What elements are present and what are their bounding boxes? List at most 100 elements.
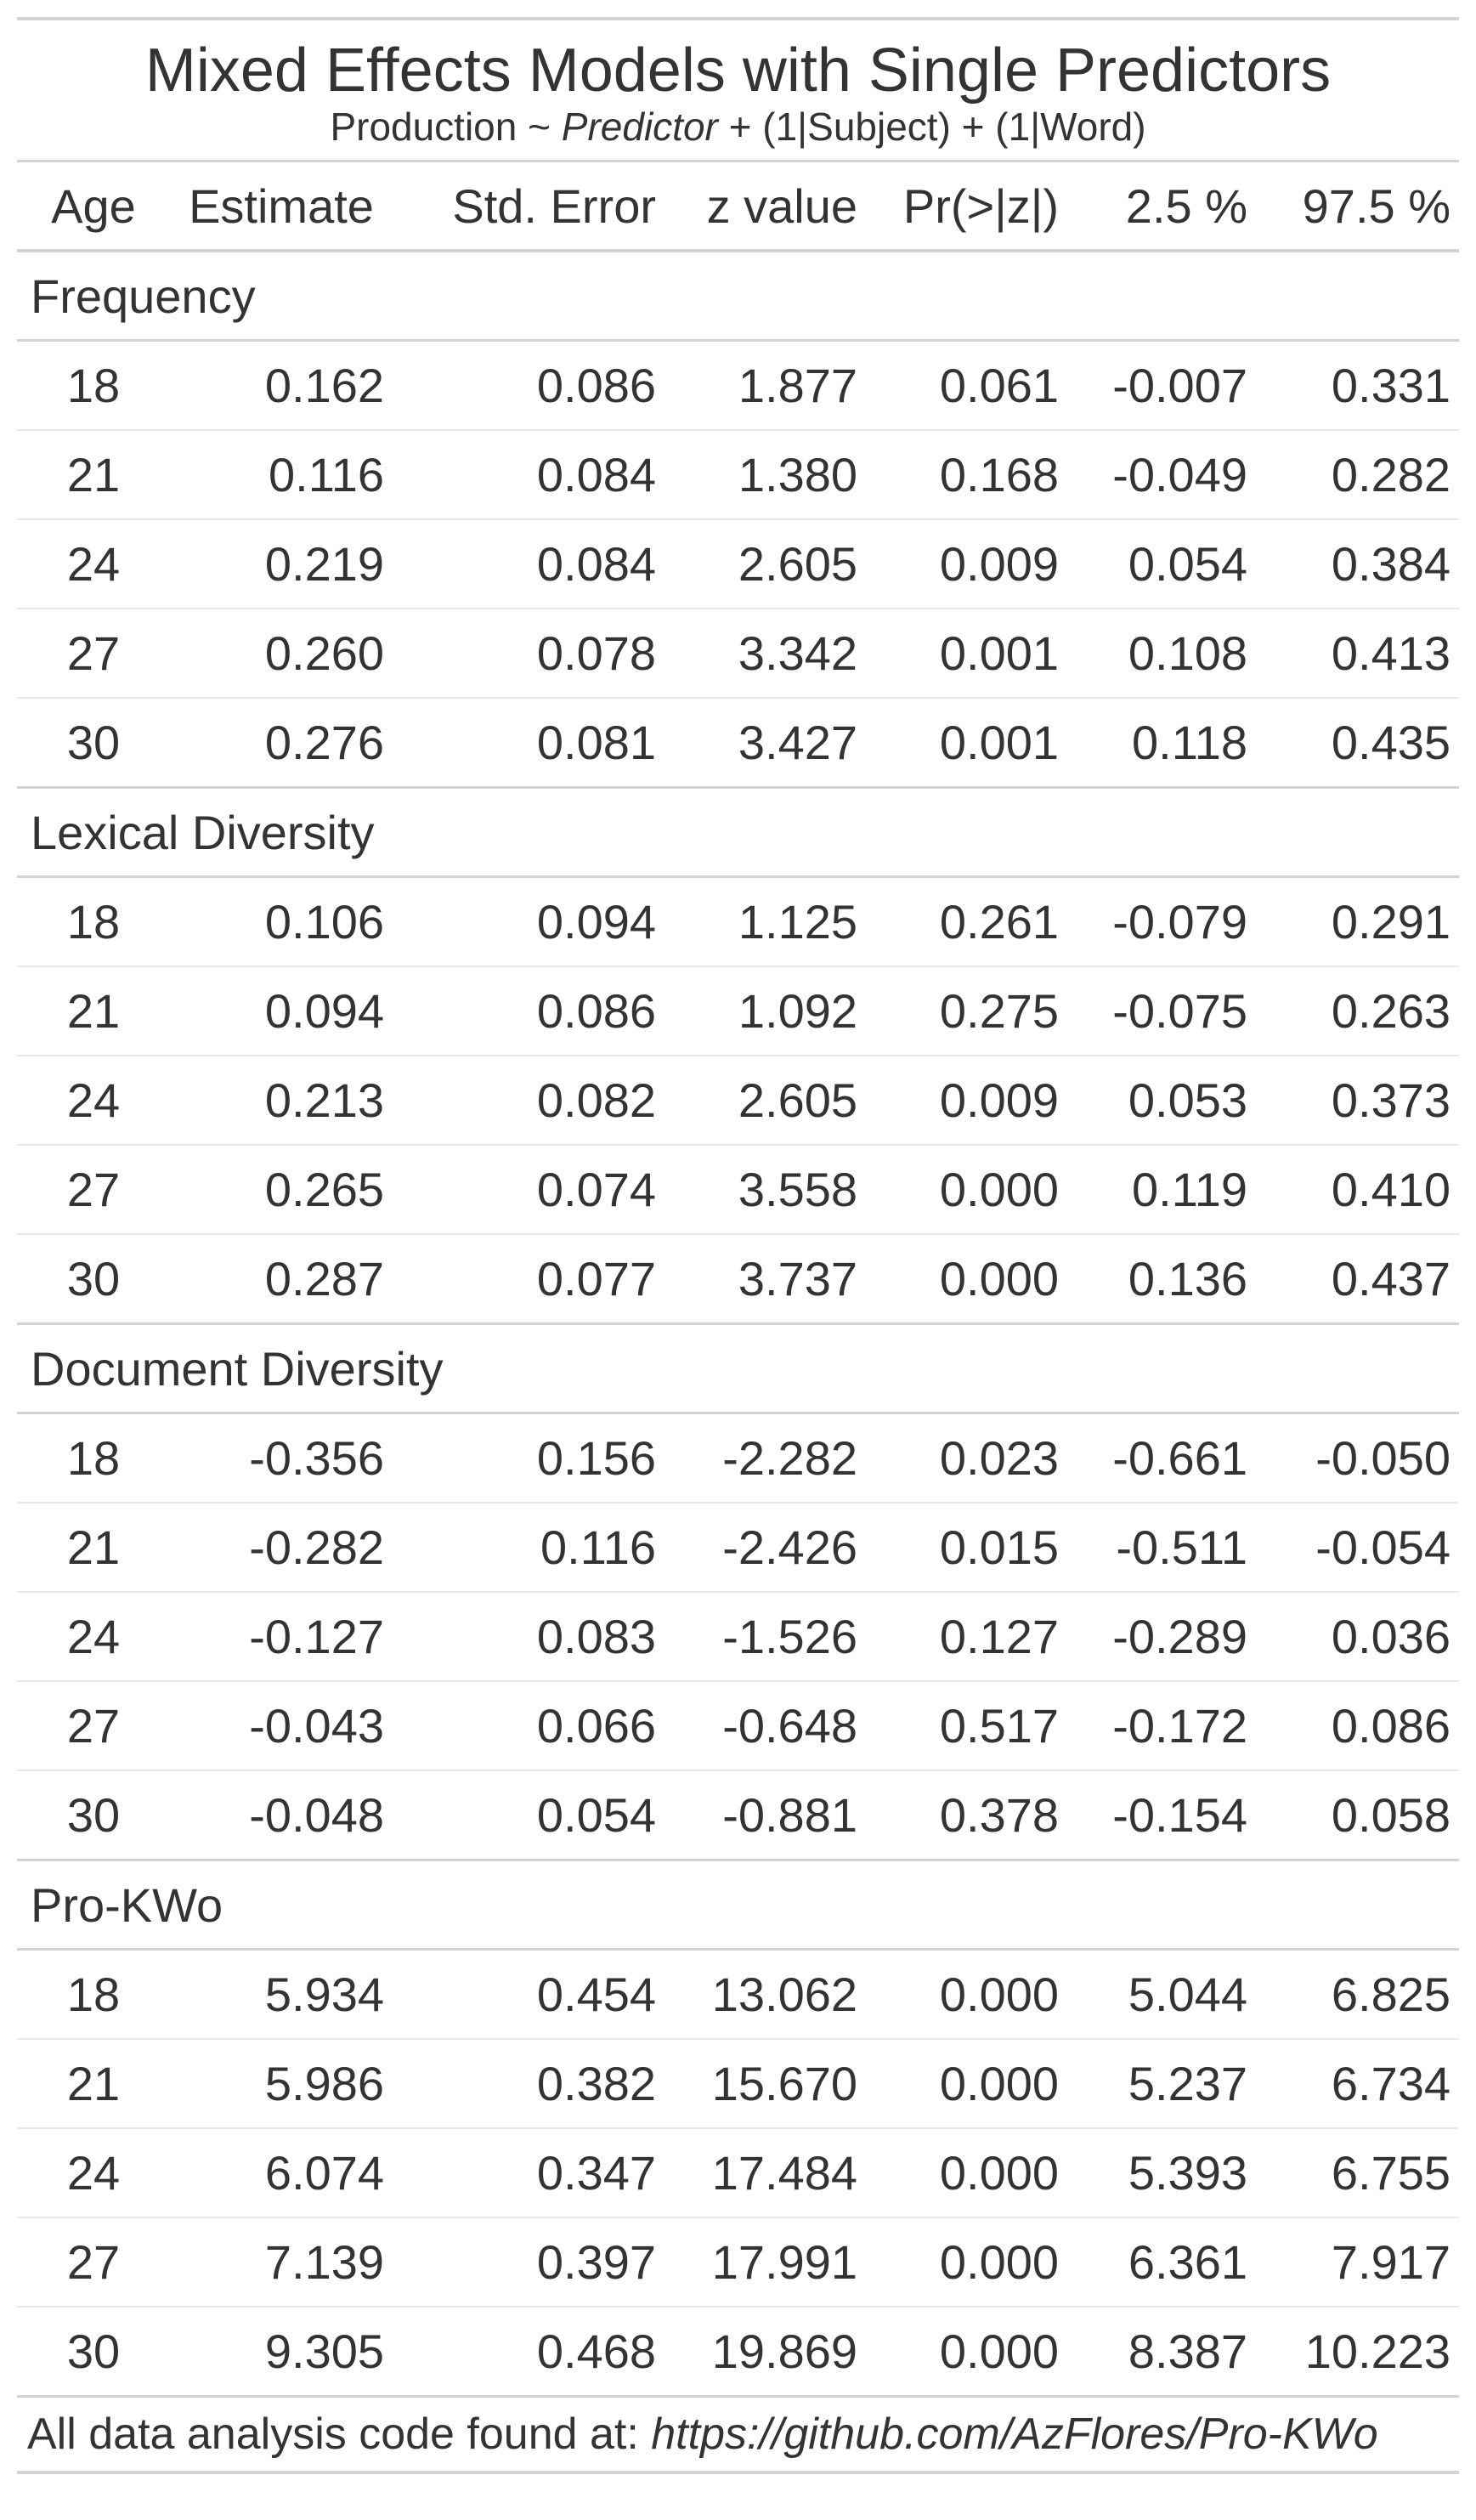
cell-age: 18 [17, 876, 170, 967]
group-label: Document Diversity [17, 1323, 1459, 1414]
table-row: 24 0.213 0.082 2.605 0.009 0.053 0.373 [17, 1056, 1459, 1146]
table-row: 18 -0.356 0.156 -2.282 0.023 -0.661 -0.050 [17, 1413, 1459, 1504]
cell-estimate: 0.213 [170, 1056, 393, 1146]
cell-ci-upper: -0.050 [1256, 1413, 1459, 1504]
table-title: Mixed Effects Models with Single Predict… [144, 37, 1332, 105]
cell-estimate: 0.219 [170, 519, 393, 609]
cell-p-value: 0.000 [866, 1949, 1067, 2040]
cell-std-error: 0.084 [393, 430, 664, 520]
table-header: Age Estimate Std. Error z value Pr(>|z|)… [17, 162, 1459, 252]
cell-ci-lower: 0.053 [1067, 1056, 1256, 1146]
cell-ci-upper: 0.410 [1256, 1145, 1459, 1235]
cell-age: 27 [17, 2217, 170, 2308]
cell-estimate: -0.356 [170, 1413, 393, 1504]
group-label: Pro-KWo [17, 1860, 1459, 1951]
cell-z-value: -2.426 [664, 1503, 866, 1593]
column-header-age: Age [17, 162, 170, 252]
table-row: 21 5.986 0.382 15.670 0.000 5.237 6.734 [17, 2039, 1459, 2129]
cell-age: 24 [17, 519, 170, 609]
results-table-container: Mixed Effects Models with Single Predict… [17, 0, 1459, 2474]
cell-std-error: 0.083 [393, 1592, 664, 1682]
group-header-row: Pro-KWo [17, 1860, 1459, 1951]
table-row: 18 0.106 0.094 1.125 0.261 -0.079 0.291 [17, 876, 1459, 967]
cell-ci-lower: 0.118 [1067, 698, 1256, 789]
cell-p-value: 0.378 [866, 1770, 1067, 1861]
cell-z-value: 3.342 [664, 609, 866, 699]
cell-estimate: 0.106 [170, 876, 393, 967]
cell-z-value: 3.427 [664, 698, 866, 789]
table-row: 30 9.305 0.468 19.869 0.000 8.387 10.223 [17, 2307, 1459, 2398]
cell-age: 24 [17, 1592, 170, 1682]
cell-age: 27 [17, 609, 170, 699]
footer-url: https://github.com/AzFlores/Pro-KWo [651, 2410, 1378, 2459]
cell-ci-upper: 0.437 [1256, 1234, 1459, 1325]
cell-ci-upper: 6.755 [1256, 2128, 1459, 2218]
cell-p-value: 0.061 [866, 340, 1067, 431]
cell-std-error: 0.054 [393, 1770, 664, 1861]
cell-std-error: 0.382 [393, 2039, 664, 2129]
cell-age: 24 [17, 2128, 170, 2218]
table-row: 21 0.094 0.086 1.092 0.275 -0.075 0.263 [17, 966, 1459, 1056]
cell-estimate: 0.287 [170, 1234, 393, 1325]
table-row: 21 -0.282 0.116 -2.426 0.015 -0.511 -0.054 [17, 1503, 1459, 1593]
table-row: 30 0.276 0.081 3.427 0.001 0.118 0.435 [17, 698, 1459, 789]
table-row: 18 5.934 0.454 13.062 0.000 5.044 6.825 [17, 1949, 1459, 2040]
cell-std-error: 0.116 [393, 1503, 664, 1593]
cell-p-value: 0.009 [866, 1056, 1067, 1146]
cell-age: 30 [17, 1770, 170, 1861]
cell-estimate: 7.139 [170, 2217, 393, 2308]
column-header-ci-lower: 2.5 % [1067, 162, 1256, 252]
cell-ci-upper: 6.734 [1256, 2039, 1459, 2129]
table-row: 27 7.139 0.397 17.991 0.000 6.361 7.917 [17, 2217, 1459, 2308]
cell-std-error: 0.082 [393, 1056, 664, 1146]
cell-z-value: 17.991 [664, 2217, 866, 2308]
column-header-row: Age Estimate Std. Error z value Pr(>|z|)… [17, 162, 1459, 252]
cell-ci-lower: -0.079 [1067, 876, 1256, 967]
cell-ci-lower: 0.136 [1067, 1234, 1256, 1325]
cell-age: 27 [17, 1681, 170, 1771]
table-row: 24 0.219 0.084 2.605 0.009 0.054 0.384 [17, 519, 1459, 609]
cell-age: 18 [17, 1949, 170, 2040]
cell-z-value: 2.605 [664, 1056, 866, 1146]
cell-std-error: 0.086 [393, 340, 664, 431]
cell-ci-lower: 5.237 [1067, 2039, 1256, 2129]
table-row: 24 -0.127 0.083 -1.526 0.127 -0.289 0.036 [17, 1592, 1459, 1682]
cell-std-error: 0.094 [393, 876, 664, 967]
group-label: Lexical Diversity [17, 787, 1459, 878]
table-row: 27 -0.043 0.066 -0.648 0.517 -0.172 0.086 [17, 1681, 1459, 1771]
column-header-ci-upper: 97.5 % [1256, 162, 1459, 252]
cell-age: 30 [17, 2307, 170, 2398]
cell-estimate: 5.934 [170, 1949, 393, 2040]
cell-std-error: 0.397 [393, 2217, 664, 2308]
cell-age: 27 [17, 1145, 170, 1235]
cell-ci-lower: 0.054 [1067, 519, 1256, 609]
cell-z-value: 17.484 [664, 2128, 866, 2218]
cell-ci-lower: -0.661 [1067, 1413, 1256, 1504]
cell-age: 24 [17, 1056, 170, 1146]
subtitle-prefix: Production ~ [330, 105, 562, 149]
cell-z-value: 1.125 [664, 876, 866, 967]
cell-ci-lower: 6.361 [1067, 2217, 1256, 2308]
table-row: 30 0.287 0.077 3.737 0.000 0.136 0.437 [17, 1234, 1459, 1325]
cell-ci-lower: 5.393 [1067, 2128, 1256, 2218]
cell-estimate: 9.305 [170, 2307, 393, 2398]
cell-estimate: -0.127 [170, 1592, 393, 1682]
subtitle-predictor: Predictor [561, 105, 718, 149]
table-footer: All data analysis code found at: https:/… [17, 2398, 1459, 2474]
subtitle-suffix: + (1|Subject) + (1|Word) [717, 105, 1146, 149]
cell-ci-lower: -0.007 [1067, 340, 1256, 431]
cell-std-error: 0.454 [393, 1949, 664, 2040]
cell-estimate: 0.276 [170, 698, 393, 789]
cell-p-value: 0.015 [866, 1503, 1067, 1593]
cell-ci-lower: 0.108 [1067, 609, 1256, 699]
table-row: 30 -0.048 0.054 -0.881 0.378 -0.154 0.058 [17, 1770, 1459, 1861]
cell-ci-upper: 0.036 [1256, 1592, 1459, 1682]
cell-ci-upper: 0.086 [1256, 1681, 1459, 1771]
cell-age: 21 [17, 1503, 170, 1593]
cell-p-value: 0.168 [866, 430, 1067, 520]
cell-ci-upper: 0.263 [1256, 966, 1459, 1056]
table-row: 24 6.074 0.347 17.484 0.000 5.393 6.755 [17, 2128, 1459, 2218]
cell-estimate: 0.265 [170, 1145, 393, 1235]
cell-std-error: 0.081 [393, 698, 664, 789]
group-header-row: Lexical Diversity [17, 787, 1459, 878]
